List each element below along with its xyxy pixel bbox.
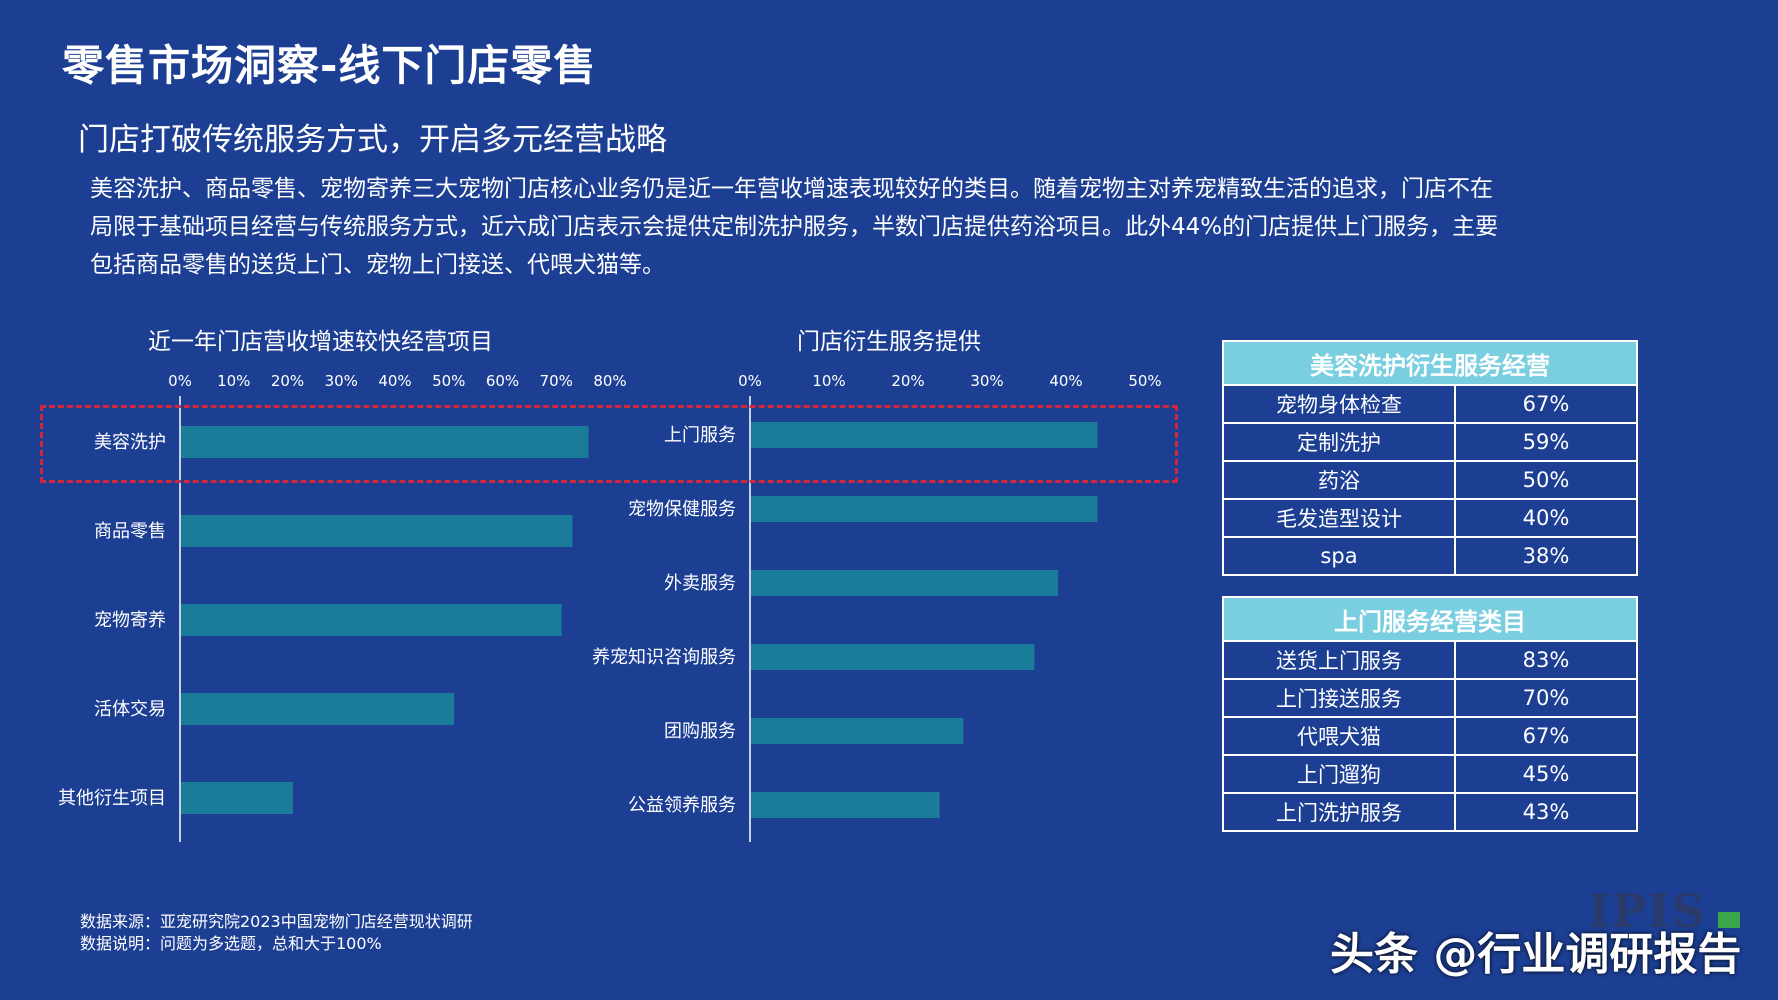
category-label: 宠物寄养 [94,610,166,631]
brand-logo: IPIS [1588,884,1707,938]
table-cell-value: 50% [1454,460,1638,500]
table-cell-value: 67% [1454,384,1638,424]
x-tick-label: 40% [378,372,411,390]
table-row: spa 38% [1222,536,1638,576]
table-row: 上门接送服务 70% [1222,678,1638,718]
table-cell-value: 67% [1454,716,1638,756]
table-header: 美容洗护衍生服务经营 [1222,340,1638,386]
table-cell-name: 代喂犬猫 [1222,716,1456,756]
bar [751,496,1098,522]
category-label: 其他衍生项目 [58,788,166,809]
table-cell-value: 40% [1454,498,1638,538]
page-title: 零售市场洞察-线下门店零售 [62,41,597,90]
x-tick-label: 20% [271,372,304,390]
table-row: 药浴 50% [1222,460,1638,500]
x-tick-label: 50% [1128,372,1161,390]
x-tick-label: 70% [540,372,573,390]
table-row: 宠物身体检查 67% [1222,384,1638,424]
table-cell-name: 定制洗护 [1222,422,1456,462]
page-subtitle: 门店打破传统服务方式，开启多元经营战略 [78,122,667,158]
category-label: 公益领养服务 [628,795,736,816]
chart-revenue-growth: 0% 10% 20% 30% 40% 50% 60% 70% 80% 美容洗护商品零售宠物寄养活体… [58,372,627,842]
intro-line: 包括商品零售的送货上门、宠物上门接送、代喂犬猫等。 [90,252,665,278]
logo-mark-icon [1718,912,1740,928]
table-cell-value: 83% [1454,640,1638,680]
x-tick-label: 10% [217,372,250,390]
beauty-services-table: 美容洗护衍生服务经营 宠物身体检查 67% 定制洗护 59% 药浴 50% 毛发造型设… [1222,340,1638,576]
category-label: 外卖服务 [664,573,736,594]
table-cell-name: 上门遛狗 [1222,754,1456,794]
x-tick-label: 30% [970,372,1003,390]
category-label: 活体交易 [94,699,166,720]
table-cell-name: 毛发造型设计 [1222,498,1456,538]
chart2-title: 门店衍生服务提供 [797,329,981,355]
x-tick-label: 20% [891,372,924,390]
x-tick-label: 30% [325,372,358,390]
chart1-title: 近一年门店营收增速较快经营项目 [148,329,493,355]
table-cell-name: 上门接送服务 [1222,678,1456,718]
x-tick-label: 10% [812,372,845,390]
highlight-box [40,405,1178,483]
table-cell-value: 59% [1454,422,1638,462]
bar [751,570,1059,596]
table-cell-value: 38% [1454,536,1638,576]
table-cell-name: spa [1222,536,1456,576]
table-cell-value: 45% [1454,754,1638,794]
bar [181,604,562,636]
category-label: 宠物保健服务 [628,499,736,520]
x-tick-label: 50% [432,372,465,390]
table-cell-name: 送货上门服务 [1222,640,1456,680]
bar [181,426,589,458]
table-row: 送货上门服务 83% [1222,640,1638,680]
home-services-table: 上门服务经营类目 送货上门服务 83% 上门接送服务 70% 代喂犬猫 67% 上门遛… [1222,596,1638,832]
x-tick-label: 60% [486,372,519,390]
x-tick-label: 80% [593,372,626,390]
table-row: 上门洗护服务 43% [1222,792,1638,832]
bar [181,515,573,547]
table-header: 上门服务经营类目 [1222,596,1638,642]
table-row: 代喂犬猫 67% [1222,716,1638,756]
intro-line: 局限于基础项目经营与传统服务方式，近六成门店表示会提供定制洗护服务，半数门店提供… [90,214,1499,240]
table-cell-value: 70% [1454,678,1638,718]
bar [181,782,293,814]
bar [751,644,1035,670]
watermark-text: 头条 @行业调研报告 [1330,929,1742,980]
category-label: 美容洗护 [94,432,166,453]
data-explanation-note: 数据说明：问题为多选题，总和大于100% [80,934,382,953]
table-cell-name: 上门洗护服务 [1222,792,1456,832]
intro-line: 美容洗护、商品零售、宠物寄养三大宠物门店核心业务仍是近一年营收增速表现较好的类目… [90,176,1493,202]
table-cell-name: 宠物身体检查 [1222,384,1456,424]
category-label: 商品零售 [94,521,166,542]
bar [751,422,1098,448]
x-tick-label: 40% [1049,372,1082,390]
category-label: 养宠知识咨询服务 [592,647,736,668]
table-row: 定制洗护 59% [1222,422,1638,462]
intro-paragraph: 美容洗护、商品零售、宠物寄养三大宠物门店核心业务仍是近一年营收增速表现较好的类目… [90,170,1690,284]
table-row: 上门遛狗 45% [1222,754,1638,794]
bar [181,693,455,725]
chart-derivative-services: 0% 10% 20% 30% 40% 50% 上门服务宠物保健服务外卖服务养宠知识咨询服务团… [592,372,1162,842]
category-label: 上门服务 [664,425,736,446]
bar [751,792,940,818]
category-label: 团购服务 [664,721,736,742]
x-tick-label: 0% [168,372,192,390]
table-row: 毛发造型设计 40% [1222,498,1638,538]
table-cell-value: 43% [1454,792,1638,832]
data-source-note: 数据来源：亚宠研究院2023中国宠物门店经营现状调研 [80,912,473,931]
x-tick-label: 0% [738,372,762,390]
bar [751,718,964,744]
table-cell-name: 药浴 [1222,460,1456,500]
